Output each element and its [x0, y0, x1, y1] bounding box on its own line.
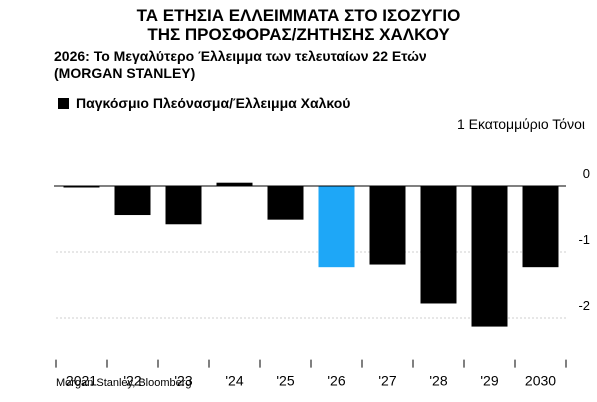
bar-4	[267, 186, 304, 220]
bar-5	[318, 186, 355, 268]
x-tick-label: '22	[123, 373, 141, 389]
bar-3	[216, 182, 253, 186]
x-tick-label: '23	[174, 373, 192, 389]
chart-subtitle: 2026: Το Μεγαλύτερο Έλλειμμα των τελευτα…	[54, 48, 427, 82]
chart-title: ΤΑ ΕΤΗΣΙΑ ΕΛΛΕΙΜΜΑΤΑ ΣΤΟ ΙΣΟΖΥΓΙΟ ΤΗΣ ΠΡ…	[0, 6, 597, 44]
bar-1	[114, 186, 151, 216]
x-tick-label: 2021	[66, 373, 97, 389]
chart-legend: Παγκόσμιο Πλεόνασμα/Έλλειμμα Χαλκού	[58, 95, 350, 111]
x-tick-label: 2030	[525, 373, 556, 389]
source-note: Morgan Stanley, Bloomberg	[56, 377, 192, 389]
legend-label: Παγκόσμιο Πλεόνασμα/Έλλειμμα Χαλκού	[76, 95, 351, 111]
x-tick-label: '29	[480, 373, 498, 389]
y-tick-label: 0	[583, 166, 590, 181]
bar-6	[369, 186, 406, 265]
x-tick-label: '24	[225, 373, 243, 389]
y-tick-label: -2	[578, 298, 590, 313]
bar-7	[420, 186, 457, 304]
chart-subtitle-line1: 2026: Το Μεγαλύτερο Έλλειμμα των τελευτα…	[54, 48, 427, 64]
bar-2	[165, 186, 202, 225]
x-tick-label: '27	[378, 373, 396, 389]
bar-8	[471, 186, 508, 327]
bar-0	[63, 186, 100, 188]
chart-title-line1: ΤΑ ΕΤΗΣΙΑ ΕΛΛΕΙΜΜΑΤΑ ΣΤΟ ΙΣΟΖΥΓΙΟ	[136, 6, 461, 25]
x-tick-label: '28	[429, 373, 447, 389]
bar-9	[522, 186, 559, 268]
legend-swatch	[58, 97, 69, 109]
chart-subtitle-line2: (MORGAN STANLEY)	[54, 65, 196, 81]
y-axis-unit-label: 1 Εκατομμύριο Τόνοι	[456, 116, 585, 132]
x-tick-label: '25	[276, 373, 294, 389]
chart-title-line2: ΤΗΣ ΠΡΟΣΦΟΡΑΣ/ΖΗΤΗΣΗΣ ΧΑΛΚΟΥ	[147, 25, 450, 44]
y-tick-label: -1	[578, 232, 590, 247]
x-tick-label: '26	[327, 373, 345, 389]
